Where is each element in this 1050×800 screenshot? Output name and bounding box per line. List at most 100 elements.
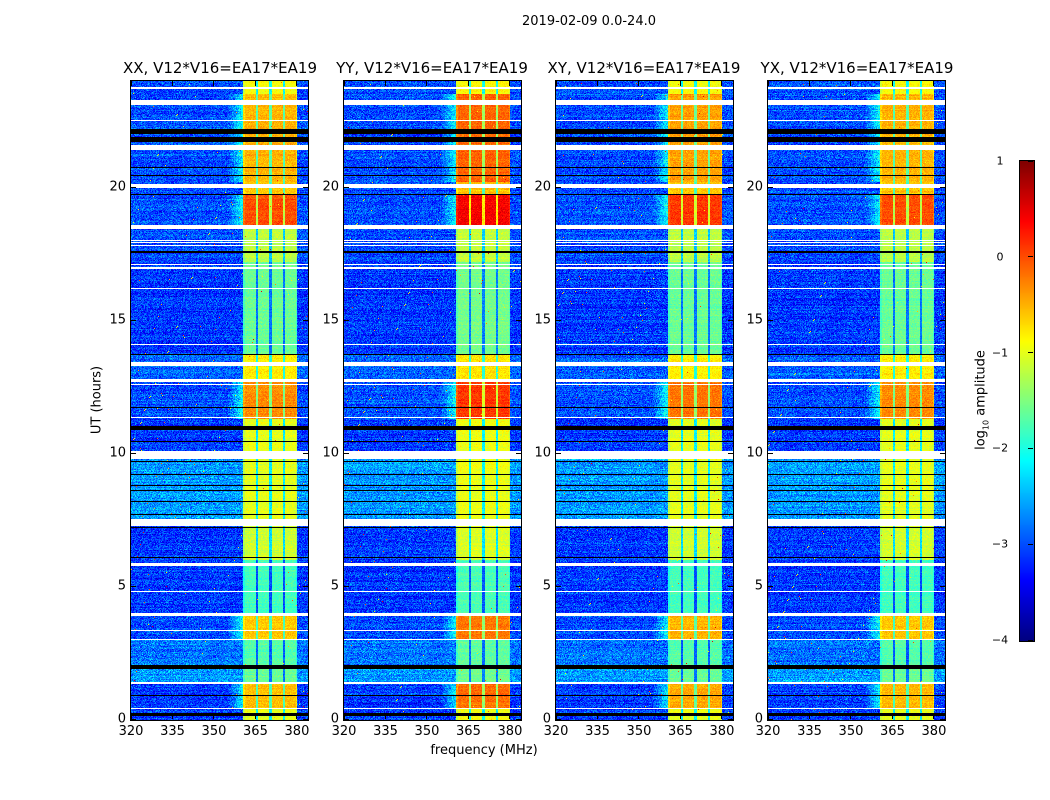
y-tick-mark xyxy=(728,718,733,720)
y-tick-mark xyxy=(516,585,521,587)
y-tick-mark xyxy=(516,319,521,321)
panel-title-yy: YY, V12*V16=EA17*EA19 xyxy=(336,59,528,77)
x-tick-mark xyxy=(130,81,132,86)
y-tick-label: 0 xyxy=(117,711,126,727)
x-tick-label: 380 xyxy=(497,724,523,739)
x-tick-mark xyxy=(343,714,345,719)
y-tick-mark xyxy=(344,186,349,188)
x-tick-mark xyxy=(509,714,511,719)
y-tick-label: 5 xyxy=(542,578,551,594)
x-tick-mark xyxy=(509,81,511,86)
x-tick-label: 335 xyxy=(373,724,398,739)
colorbar-tick-mark xyxy=(1028,256,1033,258)
x-tick-mark xyxy=(679,81,681,86)
y-tick-label: 5 xyxy=(754,578,763,594)
x-tick-mark xyxy=(933,714,935,719)
x-tick-label: 365 xyxy=(880,724,905,739)
colorbar-label: log10 amplitude xyxy=(974,350,991,450)
x-axis-label: frequency (MHz) xyxy=(430,743,538,758)
y-tick-mark xyxy=(344,718,349,720)
y-tick-mark xyxy=(131,585,136,587)
y-tick-label: 15 xyxy=(109,312,126,328)
y-tick-mark xyxy=(556,452,561,454)
heatmap-panel-xx xyxy=(130,80,309,721)
x-tick-label: 335 xyxy=(797,724,822,739)
colorbar-label-prefix: log xyxy=(973,430,989,450)
x-tick-mark xyxy=(808,714,810,719)
x-tick-label: 320 xyxy=(118,724,144,739)
y-tick-mark xyxy=(556,186,561,188)
x-tick-mark xyxy=(171,81,173,86)
y-tick-mark xyxy=(556,319,561,321)
heatmap-panel-yy xyxy=(343,80,522,721)
x-tick-mark xyxy=(891,81,893,86)
heatmap-panel-xy xyxy=(555,80,734,721)
colorbar-label-sub: 10 xyxy=(981,419,991,431)
colorbar-tick-label: −2 xyxy=(991,441,1009,455)
colorbar-tick-label: 0 xyxy=(996,250,1004,264)
x-tick-mark xyxy=(296,714,298,719)
y-tick-mark xyxy=(728,452,733,454)
x-tick-mark xyxy=(130,714,132,719)
y-tick-label: 20 xyxy=(534,179,551,195)
y-tick-label: 0 xyxy=(542,711,551,727)
y-tick-mark xyxy=(131,319,136,321)
y-tick-mark xyxy=(556,585,561,587)
x-tick-mark xyxy=(638,714,640,719)
y-tick-mark xyxy=(768,718,773,720)
y-tick-mark xyxy=(131,186,136,188)
x-tick-mark xyxy=(213,714,215,719)
x-tick-label: 320 xyxy=(331,724,357,739)
x-tick-mark xyxy=(850,714,852,719)
y-tick-mark xyxy=(728,585,733,587)
x-tick-mark xyxy=(467,81,469,86)
colorbar-tick-label: −4 xyxy=(991,633,1009,647)
y-tick-mark xyxy=(940,186,945,188)
x-tick-mark xyxy=(638,81,640,86)
colorbar-gradient xyxy=(1020,161,1034,641)
x-tick-label: 380 xyxy=(921,724,947,739)
x-tick-label: 335 xyxy=(160,724,185,739)
x-tick-label: 380 xyxy=(709,724,735,739)
x-tick-mark xyxy=(426,81,428,86)
y-tick-label: 0 xyxy=(754,711,763,727)
y-tick-label: 10 xyxy=(746,445,763,461)
x-tick-label: 350 xyxy=(201,724,227,739)
x-tick-mark xyxy=(933,81,935,86)
panel-title-xy: XY, V12*V16=EA17*EA19 xyxy=(547,59,741,77)
x-tick-mark xyxy=(426,714,428,719)
y-tick-label: 15 xyxy=(534,312,551,328)
colorbar-label-suffix: amplitude xyxy=(973,350,989,420)
y-tick-label: 5 xyxy=(330,578,339,594)
colorbar-tick-mark xyxy=(1028,352,1033,354)
y-tick-mark xyxy=(940,319,945,321)
y-tick-mark xyxy=(768,452,773,454)
y-tick-mark xyxy=(768,186,773,188)
x-tick-mark xyxy=(254,81,256,86)
y-tick-mark xyxy=(344,452,349,454)
x-tick-mark xyxy=(850,81,852,86)
heatmap-panel-yx xyxy=(767,80,946,721)
x-tick-label: 380 xyxy=(284,724,310,739)
panel-title-xx: XX, V12*V16=EA17*EA19 xyxy=(122,59,318,77)
x-tick-mark xyxy=(555,714,557,719)
colorbar-tick-label: −1 xyxy=(991,346,1009,360)
y-axis-label: UT (hours) xyxy=(89,365,105,435)
y-tick-mark xyxy=(768,319,773,321)
y-tick-mark xyxy=(303,585,308,587)
x-tick-mark xyxy=(767,714,769,719)
colorbar-tick-mark xyxy=(1028,543,1033,545)
y-tick-label: 20 xyxy=(746,179,763,195)
x-tick-mark xyxy=(679,714,681,719)
colorbar-tick-mark xyxy=(1028,160,1033,162)
panel-title-yx: YX, V12*V16=EA17*EA19 xyxy=(760,59,954,77)
y-tick-label: 10 xyxy=(322,445,339,461)
y-tick-label: 10 xyxy=(109,445,126,461)
x-tick-mark xyxy=(596,81,598,86)
y-tick-mark xyxy=(131,718,136,720)
x-tick-mark xyxy=(213,81,215,86)
x-tick-label: 365 xyxy=(668,724,693,739)
colorbar-tick-mark xyxy=(1028,639,1033,641)
y-tick-mark xyxy=(344,319,349,321)
